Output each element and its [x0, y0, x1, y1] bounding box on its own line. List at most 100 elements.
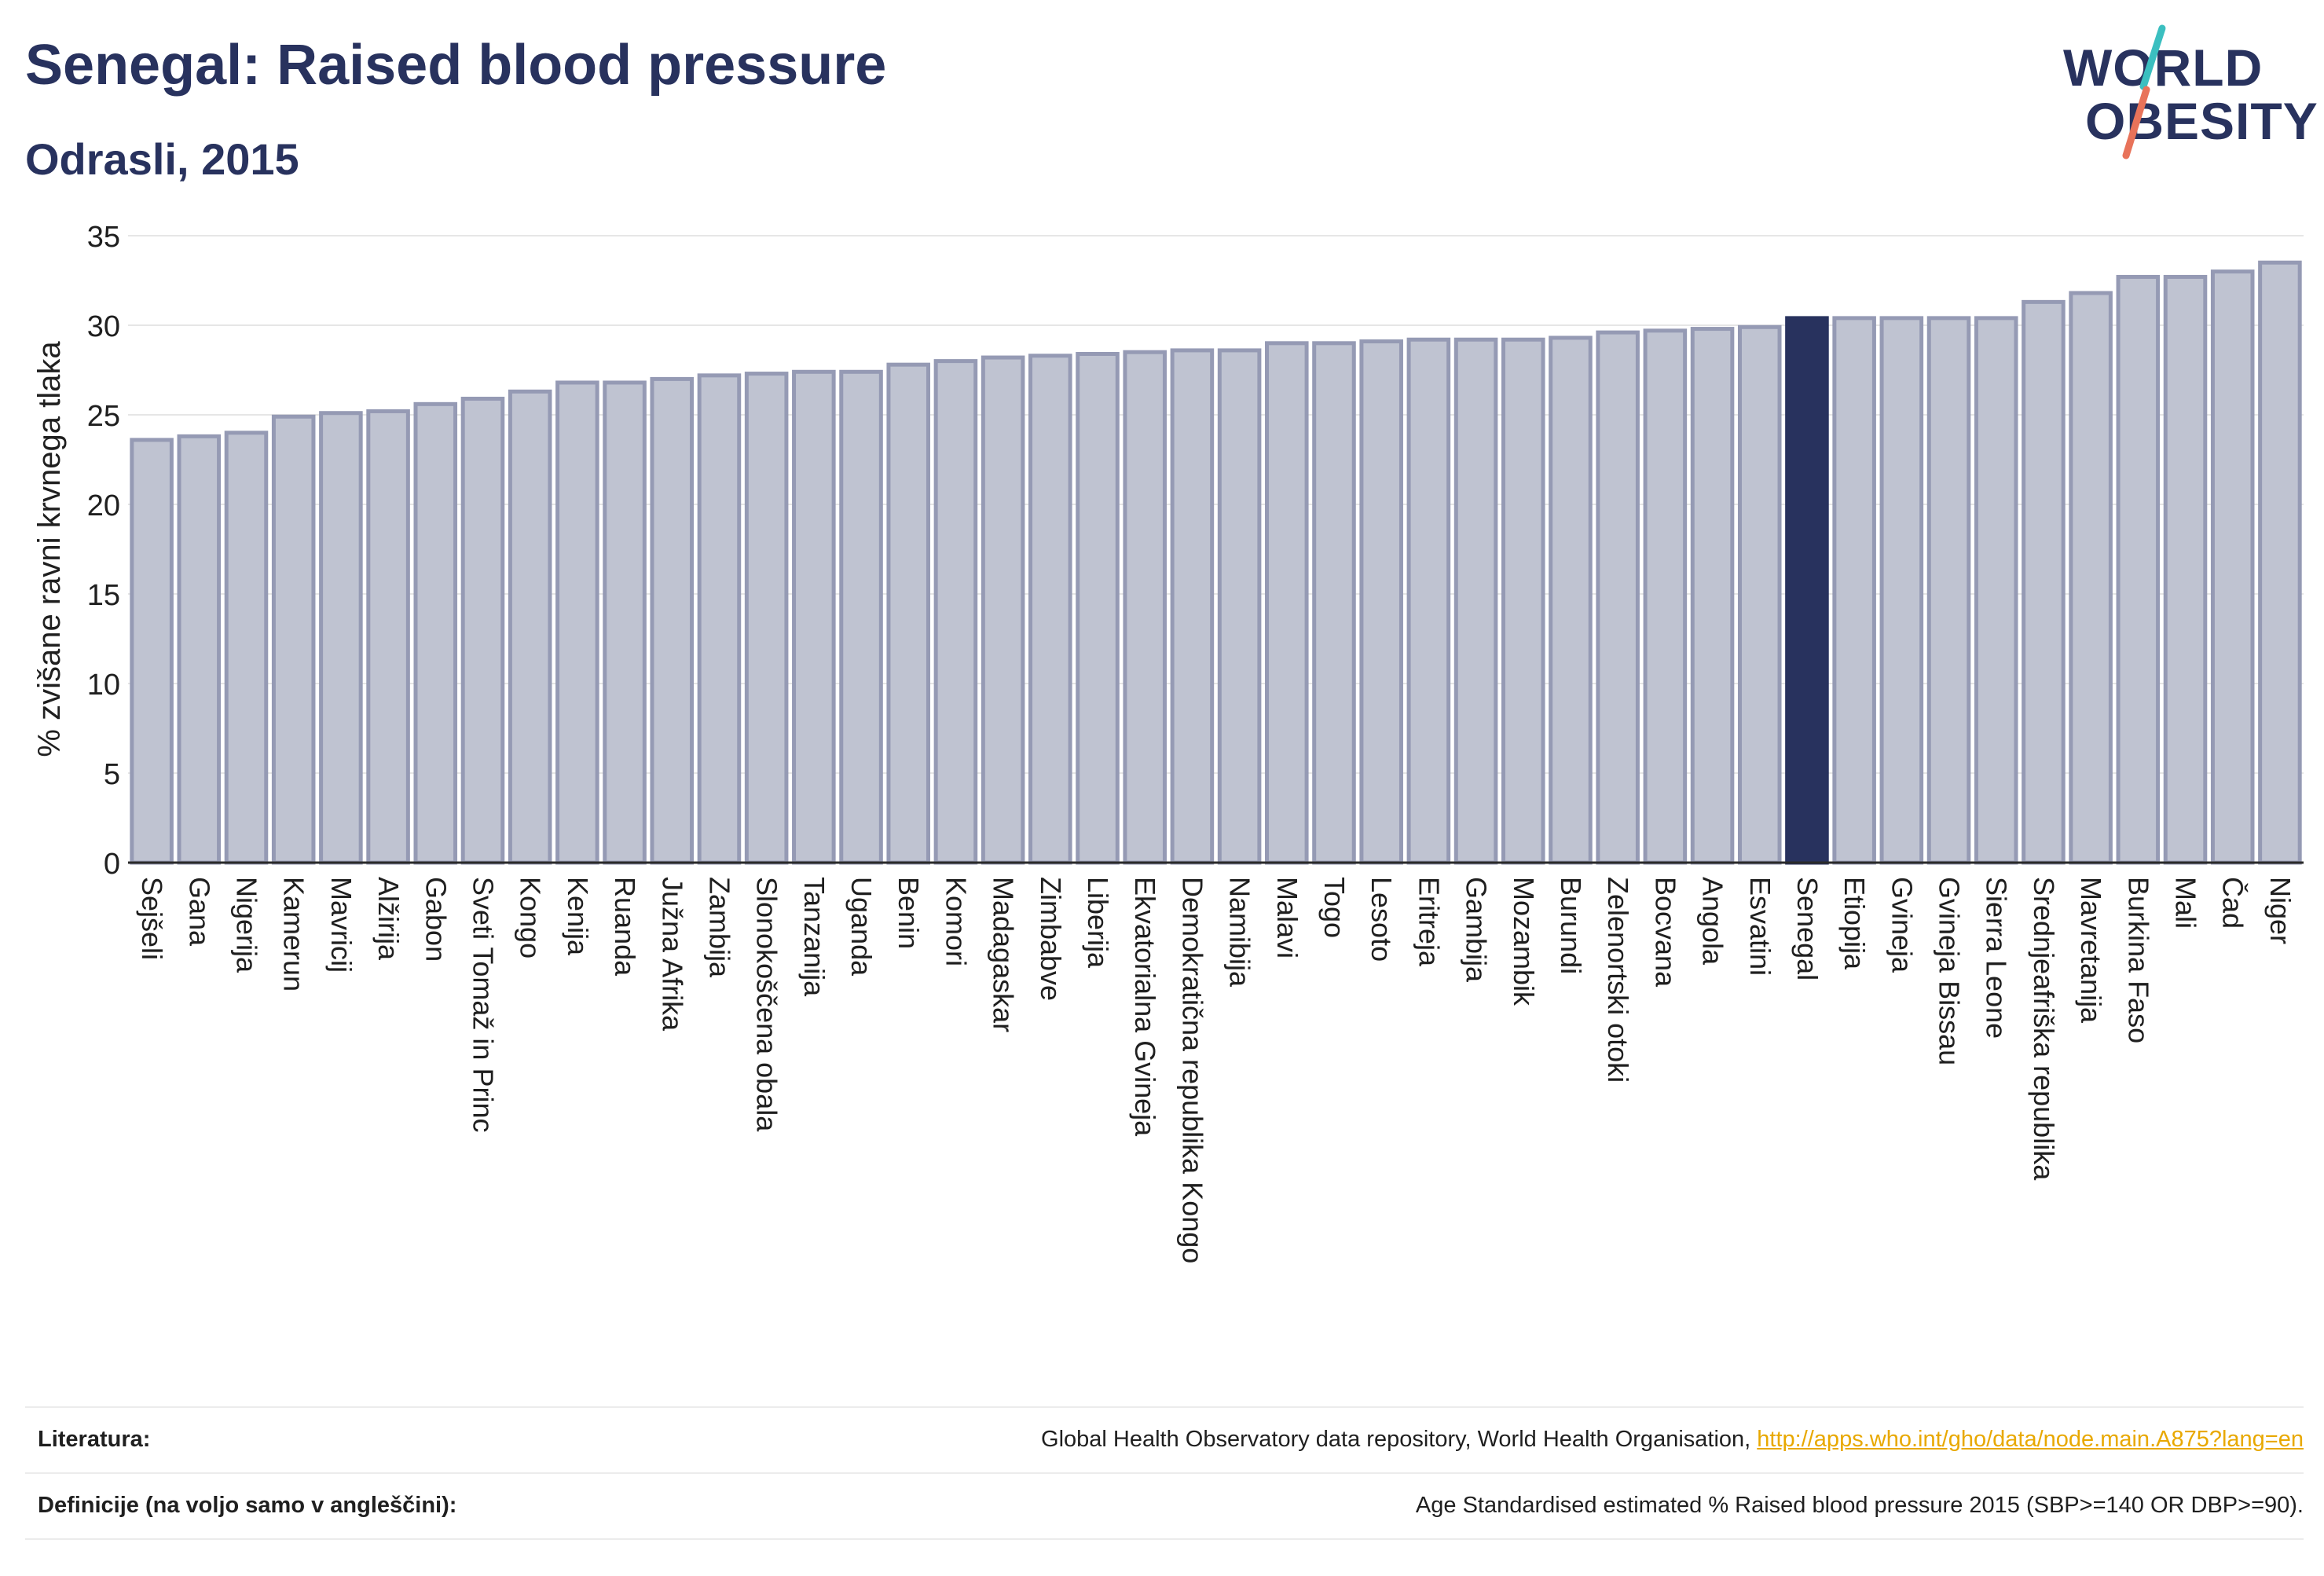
bar [981, 355, 1025, 865]
x-tick-label: Benin [893, 877, 925, 949]
x-tick-label: Sierra Leone [1981, 877, 2013, 1039]
bar [697, 373, 742, 865]
logo-text-world: WORLD [2063, 38, 2264, 97]
bar-chart: 0 5 10 15 20 25 30 35 % zvišane ravni krvnega tl… [32, 221, 2304, 1263]
bar [1596, 330, 1640, 865]
x-tick-label: Eritreja [1413, 877, 1445, 967]
bar [1690, 327, 1735, 865]
x-tick-label: Srednjeafriška republika [2028, 877, 2060, 1181]
bar [1453, 337, 1498, 865]
divider [25, 1406, 2304, 1408]
bar [650, 376, 695, 865]
literature-label: Literatura: [38, 1427, 151, 1452]
x-tick-label: Gabon [420, 877, 452, 962]
x-tick-label: Senegal [1791, 877, 1824, 980]
bar [271, 414, 316, 865]
bar [1501, 337, 1545, 865]
literature-text: Global Health Observatory data repositor… [1041, 1427, 1758, 1452]
x-tick-label: Demokratična republika Kongo [1176, 877, 1208, 1263]
x-tick-label: Ekvatorialna Gvineja [1129, 877, 1161, 1137]
x-tick-label: Ruanda [609, 877, 641, 977]
x-tick-label: Burundi [1555, 877, 1587, 974]
definition-value: Age Standardised estimated % Raised bloo… [1415, 1493, 2304, 1518]
logo-slash-icon [2122, 24, 2166, 159]
x-tick-label: Komori [940, 877, 972, 966]
x-tick-label: Gvineja [1886, 877, 1918, 973]
bar [1217, 348, 1262, 865]
x-tick-label: Mali [2170, 877, 2202, 929]
x-tick-label: Mavretanija [2075, 877, 2107, 1024]
y-tick-label: 30 [87, 310, 120, 343]
x-tick-label: Kenija [562, 877, 594, 956]
y-tick-label: 5 [104, 758, 120, 791]
x-tick-label: Etiopija [1838, 877, 1871, 970]
bar [933, 359, 978, 865]
bar [1549, 335, 1593, 865]
x-tick-label: Mavricij [325, 877, 357, 973]
x-tick-label: Esvatini [1744, 877, 1776, 976]
x-tick-label: Zimbabve [1035, 877, 1067, 1001]
references-literature-row: Literatura: Global Health Observatory da… [25, 1408, 2304, 1472]
bar [1123, 350, 1167, 865]
bar [319, 411, 363, 865]
x-tick-label: Niger [2264, 877, 2297, 944]
references-definition-row: Definicije (na voljo samo v angleščini):… [25, 1474, 2304, 1538]
x-tick-label: Burkina Faso [2122, 877, 2154, 1043]
bar [2258, 260, 2302, 865]
y-tick-label: 0 [104, 848, 120, 881]
y-axis-label: % zvišane ravni krvnega tlaka [32, 341, 67, 757]
bar [555, 380, 599, 865]
x-tick-label: Malavi [1271, 877, 1303, 958]
bar [839, 369, 883, 865]
bar [744, 372, 789, 865]
bar [1974, 316, 2018, 865]
y-tick-label: 15 [87, 579, 120, 612]
bar [1926, 316, 1971, 865]
x-tick-label: Namibija [1224, 877, 1256, 988]
bar [224, 431, 269, 865]
x-tick-label: Lesoto [1365, 877, 1398, 962]
x-tick-label: Zelenortski otoki [1602, 877, 1634, 1083]
bar [413, 401, 458, 865]
bar [508, 389, 552, 865]
y-tick-label: 20 [87, 489, 120, 522]
bar [2163, 274, 2208, 865]
chart-subtitle: Odrasli, 2015 [25, 134, 299, 184]
bar [2069, 291, 2113, 865]
x-tick-label: Zambija [703, 877, 735, 978]
bar [886, 362, 931, 865]
literature-value: Global Health Observatory data repositor… [1041, 1427, 2304, 1453]
x-tick-label: Kongo [515, 877, 547, 958]
bar [1028, 354, 1072, 865]
y-tick-label: 10 [87, 669, 120, 702]
bar [460, 396, 505, 865]
bar [1312, 341, 1356, 865]
x-tick-label: Kamerun [278, 877, 310, 991]
x-tick-label: Togo [1318, 877, 1351, 938]
bar [1359, 339, 1403, 865]
definition-label: Definicije (na voljo samo v angleščini): [38, 1493, 457, 1518]
chart-title: Senegal: Raised blood pressure [25, 34, 887, 97]
x-tick-label: Slonokoščena obala [751, 877, 783, 1132]
world-obesity-logo: WORLD OBESITY [2051, 24, 2318, 165]
x-tick-label: Južna Afrika [656, 877, 688, 1032]
bar [1737, 324, 1782, 865]
bar [177, 434, 222, 865]
bar [2022, 299, 2066, 865]
bar [603, 380, 647, 865]
x-tick-label: Alžirija [372, 877, 405, 961]
logo-text-obesity: OBESITY [2085, 92, 2319, 150]
x-tick-label: Nigerija [230, 877, 262, 973]
bar [1785, 316, 1829, 865]
x-tick-label: Angola [1697, 877, 1729, 966]
x-tick-label: Bocvana [1649, 877, 1681, 988]
literature-link[interactable]: http://apps.who.int/gho/data/node.main.A… [1757, 1427, 2304, 1452]
x-tick-label: Sejšeli [136, 877, 168, 960]
bar [2210, 269, 2255, 865]
bar [1265, 341, 1309, 865]
y-tick-label: 25 [87, 400, 120, 433]
divider [25, 1538, 2304, 1540]
x-tick-label: Gana [183, 877, 215, 947]
bar [792, 369, 836, 865]
bar [2116, 274, 2161, 865]
